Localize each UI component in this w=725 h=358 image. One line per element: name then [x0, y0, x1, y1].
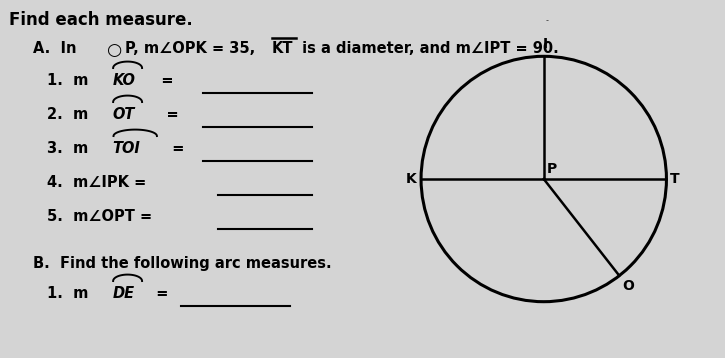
Text: 2.  m: 2. m — [47, 107, 88, 122]
Text: 4.  m∠IPK =: 4. m∠IPK = — [47, 175, 146, 190]
Text: I: I — [542, 37, 547, 52]
Text: P, m∠OPK = 35,: P, m∠OPK = 35, — [125, 41, 260, 56]
Text: =: = — [146, 107, 179, 122]
Text: TOI: TOI — [112, 141, 140, 156]
Text: 1.  m: 1. m — [47, 286, 88, 301]
Text: A.  In: A. In — [33, 41, 81, 56]
Text: Find each measure.: Find each measure. — [9, 11, 192, 29]
Text: P: P — [547, 162, 557, 176]
Text: K: K — [405, 172, 416, 186]
Text: 5.  m∠OPT =: 5. m∠OPT = — [47, 209, 152, 224]
Text: 3.  m: 3. m — [47, 141, 88, 156]
Text: KO: KO — [112, 73, 136, 88]
Text: =: = — [146, 286, 169, 301]
Text: ○: ○ — [107, 41, 123, 59]
Text: 1.  m: 1. m — [47, 73, 88, 88]
Text: is a diameter, and m∠IPT = 90.: is a diameter, and m∠IPT = 90. — [297, 41, 559, 56]
Text: =: = — [146, 73, 174, 88]
Text: DE: DE — [112, 286, 135, 301]
Text: =: = — [162, 141, 184, 156]
Text: O: O — [622, 279, 634, 293]
Text: KT: KT — [272, 41, 294, 56]
Text: B.  Find the following arc measures.: B. Find the following arc measures. — [33, 256, 331, 271]
Text: T: T — [670, 172, 680, 186]
Text: OT: OT — [112, 107, 135, 122]
